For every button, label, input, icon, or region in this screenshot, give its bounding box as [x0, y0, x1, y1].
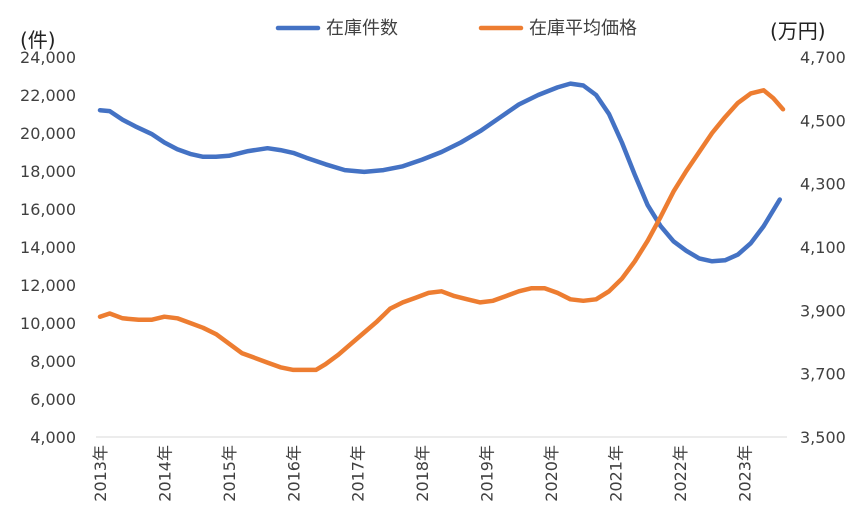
x-tick: 2015年 — [220, 445, 239, 502]
x-tick-label: 2015年 — [220, 445, 239, 502]
x-tick: 2019年 — [478, 445, 497, 502]
x-tick-label: 2023年 — [735, 445, 754, 502]
series-line-2 — [97, 88, 786, 373]
left-tick-label: 18,000 — [20, 162, 76, 181]
x-tick: 2020年 — [542, 445, 561, 502]
left-tick-label: 8,000 — [30, 352, 76, 371]
x-tick-label: 2019年 — [478, 445, 497, 502]
right-tick-label: 4,700 — [800, 48, 846, 67]
x-tick: 2017年 — [349, 445, 368, 502]
x-tick-label: 2014年 — [155, 445, 174, 502]
right-tick-label: 3,700 — [800, 365, 846, 384]
x-tick: 2018年 — [413, 445, 432, 502]
right-tick-label: 4,500 — [800, 111, 846, 130]
left-tick-label: 14,000 — [20, 238, 76, 257]
x-tick: 2022年 — [671, 445, 690, 502]
left-tick-label: 12,000 — [20, 276, 76, 295]
x-tick-label: 2018年 — [413, 445, 432, 502]
x-tick: 2021年 — [606, 445, 625, 502]
x-axis: 2013年 2014年 2015年 2016年 2017年 2018年 2019年 2020年… — [91, 445, 754, 502]
series-line-1 — [97, 81, 783, 264]
x-tick: 2014年 — [155, 445, 174, 502]
left-tick-label: 10,000 — [20, 314, 76, 333]
x-tick-label: 2021年 — [606, 445, 625, 502]
legend-label: 在庫件数 — [326, 18, 398, 39]
x-tick-label: 2022年 — [671, 445, 690, 502]
x-tick-label: 2020年 — [542, 445, 561, 502]
legend-item: 在庫件数 — [275, 18, 398, 39]
right-axis-unit: (万円) — [770, 19, 826, 43]
legend-item: 在庫平均価格 — [478, 18, 637, 39]
left-tick-label: 22,000 — [20, 86, 76, 105]
left-tick-label: 6,000 — [30, 390, 76, 409]
x-tick-label: 2017年 — [349, 445, 368, 502]
right-tick-label: 4,300 — [800, 175, 846, 194]
left-axis-unit: (件) — [20, 28, 56, 52]
left-tick-label: 20,000 — [20, 124, 76, 143]
legend: 在庫件数 在庫平均価格 — [275, 18, 637, 39]
right-tick-label: 3,500 — [800, 428, 846, 447]
right-axis: 3,500 3,700 3,900 4,100 4,300 4,500 4,700 — [800, 48, 846, 447]
series-group — [97, 81, 786, 373]
x-tick: 2013年 — [91, 445, 110, 502]
x-tick: 2016年 — [284, 445, 303, 502]
left-tick-label: 4,000 — [30, 428, 76, 447]
left-axis: 4,000 6,000 8,000 10,000 12,000 14,000 16,000 1… — [20, 48, 76, 447]
left-tick-label: 16,000 — [20, 200, 76, 219]
x-tick-label: 2013年 — [91, 445, 110, 502]
right-tick-label: 4,100 — [800, 238, 846, 257]
x-tick-label: 2016年 — [284, 445, 303, 502]
right-tick-label: 3,900 — [800, 301, 846, 320]
x-tick: 2023年 — [735, 445, 754, 502]
left-tick-label: 24,000 — [20, 48, 76, 67]
legend-label: 在庫平均価格 — [529, 18, 637, 39]
